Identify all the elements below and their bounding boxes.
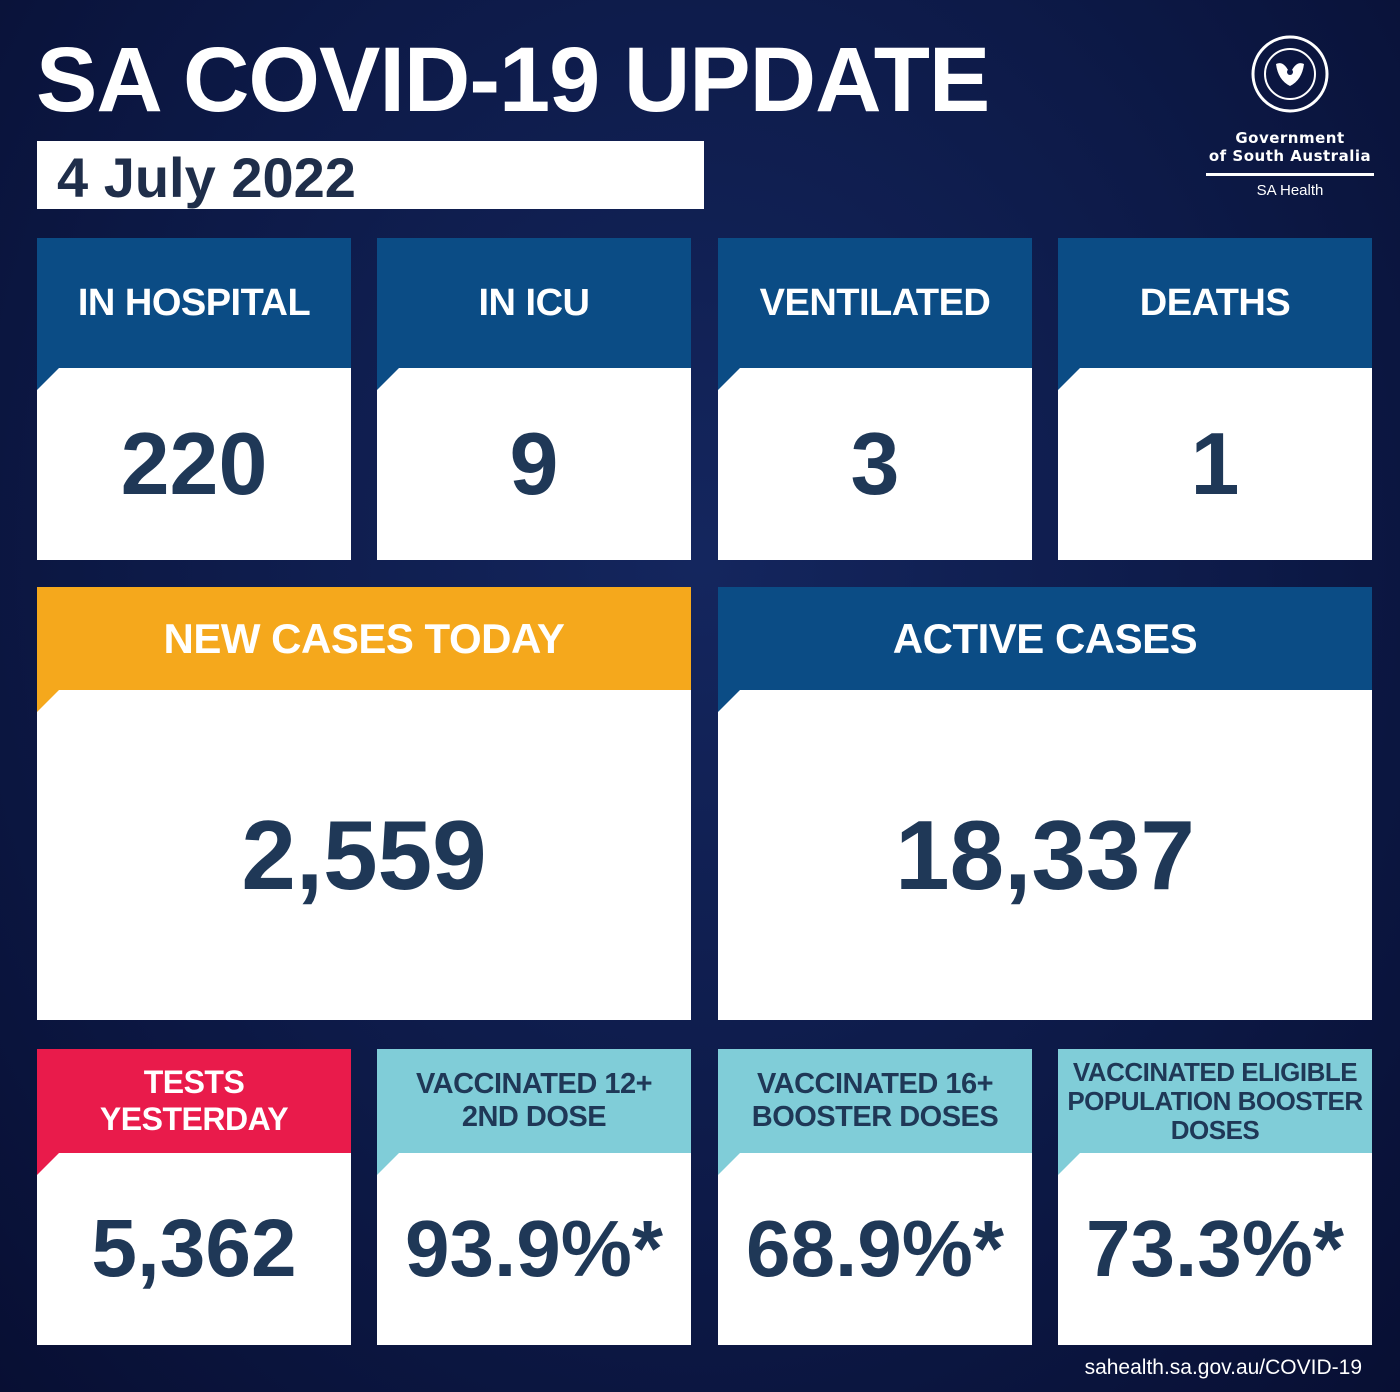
in-hospital-card: IN HOSPITAL 220 — [37, 238, 351, 560]
new-cases-label: NEW CASES TODAY — [37, 587, 691, 712]
eligible-population-label: VACCINATED ELIGIBLE POPULATION BOOSTER D… — [1058, 1049, 1372, 1175]
in-icu-card: IN ICU 9 — [377, 238, 691, 560]
date-banner: 4 July 2022 — [37, 141, 704, 209]
active-cases-label: ACTIVE CASES — [718, 587, 1372, 712]
eligible-population-card: VACCINATED ELIGIBLE POPULATION BOOSTER D… — [1058, 1049, 1372, 1345]
ventilated-label: VENTILATED — [718, 238, 1032, 390]
in-hospital-label: IN HOSPITAL — [37, 238, 351, 390]
deaths-value: 1 — [1190, 414, 1240, 513]
in-icu-label: IN ICU — [377, 238, 691, 390]
tests-value: 5,362 — [91, 1203, 297, 1294]
logo-divider — [1206, 173, 1374, 176]
government-logo: Government of South Australia SA Health — [1200, 34, 1380, 199]
active-cases-card: ACTIVE CASES 18,337 — [718, 587, 1372, 1020]
logo-line-2: of South Australia — [1208, 147, 1372, 165]
vaccinated-16-value: 68.9%* — [746, 1204, 1004, 1293]
new-cases-value: 2,559 — [241, 799, 487, 910]
vaccinated-16-label: VACCINATED 16+ BOOSTER DOSES — [718, 1049, 1032, 1175]
eligible-population-value: 73.3%* — [1086, 1204, 1344, 1293]
ventilated-card: VENTILATED 3 — [718, 238, 1032, 560]
tests-label: TESTS YESTERDAY — [37, 1049, 351, 1175]
active-cases-value: 18,337 — [895, 799, 1195, 910]
deaths-card: DEATHS 1 — [1058, 238, 1372, 560]
logo-line-1: Government — [1235, 129, 1345, 147]
vaccinated-12-card: VACCINATED 12+ 2ND DOSE 93.9%* — [377, 1049, 691, 1345]
website-link[interactable]: sahealth.sa.gov.au/COVID-19 — [1084, 1356, 1362, 1379]
logo-line-3: SA Health — [1256, 182, 1324, 199]
ventilated-value: 3 — [850, 414, 900, 513]
in-hospital-value: 220 — [120, 414, 268, 513]
tests-card: TESTS YESTERDAY 5,362 — [37, 1049, 351, 1345]
page-title: SA COVID-19 UPDATE — [36, 29, 990, 131]
in-icu-value: 9 — [509, 414, 559, 513]
vaccinated-12-value: 93.9%* — [405, 1204, 663, 1293]
date-text: 4 July 2022 — [57, 146, 356, 209]
deaths-label: DEATHS — [1058, 238, 1372, 390]
piping-shrike-seal-icon — [1251, 35, 1329, 113]
vaccinated-12-label: VACCINATED 12+ 2ND DOSE — [377, 1049, 691, 1175]
vaccinated-16-card: VACCINATED 16+ BOOSTER DOSES 68.9%* — [718, 1049, 1032, 1345]
new-cases-card: NEW CASES TODAY 2,559 — [37, 587, 691, 1020]
